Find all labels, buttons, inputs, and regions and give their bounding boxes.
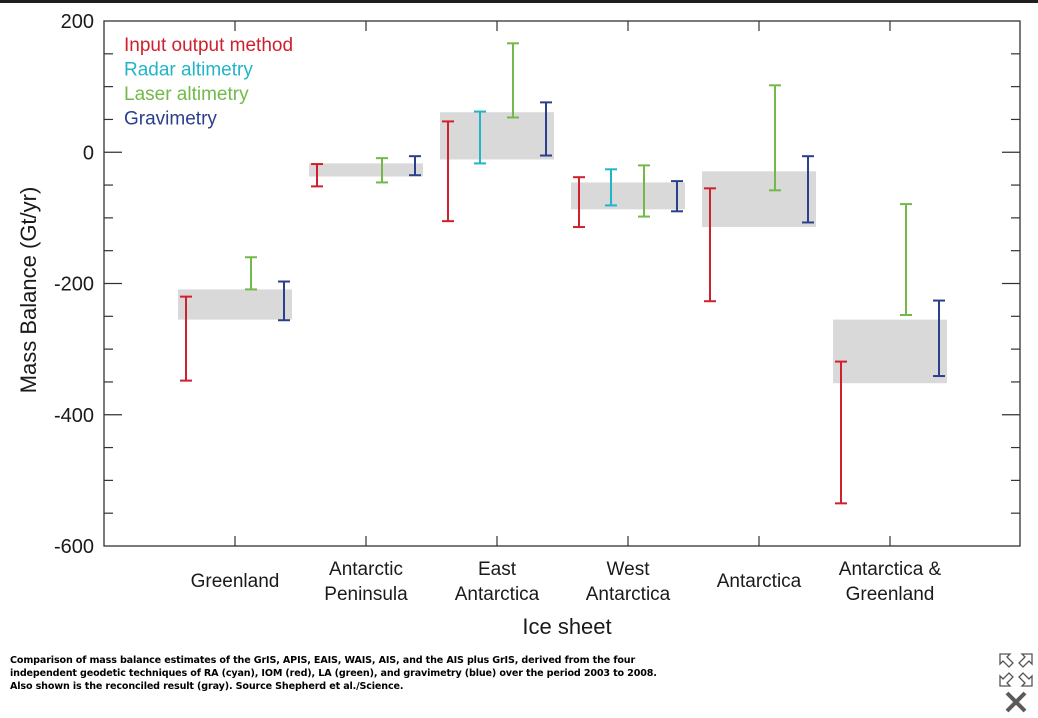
error-bar-grav bbox=[409, 155, 421, 177]
legend-entry-ra: Radar altimetry bbox=[124, 60, 253, 81]
reconciled-box bbox=[440, 112, 554, 160]
caption-line: Comparison of mass balance estimates of … bbox=[10, 655, 636, 666]
x-tick-label: Antarctica & bbox=[839, 559, 942, 580]
error-bar-la bbox=[769, 84, 781, 192]
y-tick-label: 200 bbox=[61, 11, 94, 33]
error-bar-grav bbox=[540, 101, 552, 157]
legend-entry-iom: Input output method bbox=[124, 35, 293, 56]
error-bar-la bbox=[507, 42, 519, 119]
expand-arrows-icon[interactable] bbox=[998, 652, 1034, 688]
x-tick-label: West bbox=[607, 559, 651, 580]
error-bar-grav bbox=[278, 280, 290, 322]
x-tick-label: Antarctica bbox=[717, 571, 802, 592]
error-bar-grav bbox=[802, 155, 814, 224]
legend-entry-grav: Gravimetry bbox=[124, 109, 217, 130]
close-x-icon[interactable] bbox=[1004, 691, 1028, 713]
error-bar-la bbox=[245, 256, 257, 291]
x-tick-label: East bbox=[478, 559, 517, 580]
error-bar-ra bbox=[474, 110, 486, 165]
axis-labels: Mass Balance (Gt/yr) Ice sheet bbox=[16, 187, 612, 639]
error-bars bbox=[180, 42, 945, 505]
reconciled-box bbox=[571, 182, 685, 210]
reconciled-box bbox=[833, 319, 947, 384]
reconciled-box bbox=[178, 289, 292, 320]
x-tick-label: Greenland bbox=[191, 571, 280, 592]
axes: 200 0 -200 -400 -600 Greenland Antarctic Penins… bbox=[54, 11, 1021, 605]
reconciled-boxes bbox=[178, 112, 947, 384]
error-bar-iom bbox=[442, 120, 454, 223]
x-tick-label: Greenland bbox=[846, 584, 935, 605]
x-tick-label: Peninsula bbox=[324, 584, 408, 605]
x-tick-label: Antarctic bbox=[329, 559, 403, 580]
reconciled-box bbox=[309, 163, 423, 177]
error-bar-iom bbox=[180, 295, 192, 382]
legend: Input output method Radar altimetry Laser … bbox=[124, 35, 293, 130]
error-bar-la bbox=[376, 157, 388, 184]
x-axis-label: Ice sheet bbox=[522, 614, 611, 639]
caption-line: Also shown is the reconciled result (gra… bbox=[10, 681, 404, 692]
caption-line: independent geodetic techniques of RA (c… bbox=[10, 668, 657, 679]
error-bar-grav bbox=[671, 180, 683, 213]
error-bar-la bbox=[638, 164, 650, 218]
mass-balance-chart: 200 0 -200 -400 -600 Greenland Antarctic Penins… bbox=[16, 11, 1021, 639]
y-tick-label: 0 bbox=[83, 142, 94, 164]
error-bar-grav bbox=[933, 299, 945, 378]
y-tick-label: -400 bbox=[54, 405, 94, 427]
top-dark-band bbox=[0, 0, 1038, 3]
figure-caption: Comparison of mass balance estimates of … bbox=[10, 654, 750, 693]
error-bar-ra bbox=[605, 168, 617, 207]
legend-entry-la: Laser altimetry bbox=[124, 84, 249, 105]
error-bar-la bbox=[900, 203, 912, 316]
y-tick-label: -600 bbox=[54, 536, 94, 558]
error-bar-iom bbox=[573, 176, 585, 229]
x-tick-label: Antarctica bbox=[586, 584, 671, 605]
y-tick-label: -200 bbox=[54, 274, 94, 296]
y-axis-label: Mass Balance (Gt/yr) bbox=[16, 187, 41, 394]
x-tick-label: Antarctica bbox=[455, 584, 540, 605]
reconciled-box bbox=[702, 171, 816, 228]
error-bar-iom bbox=[311, 163, 323, 188]
error-bar-iom bbox=[704, 187, 716, 303]
error-bar-iom bbox=[835, 360, 847, 505]
